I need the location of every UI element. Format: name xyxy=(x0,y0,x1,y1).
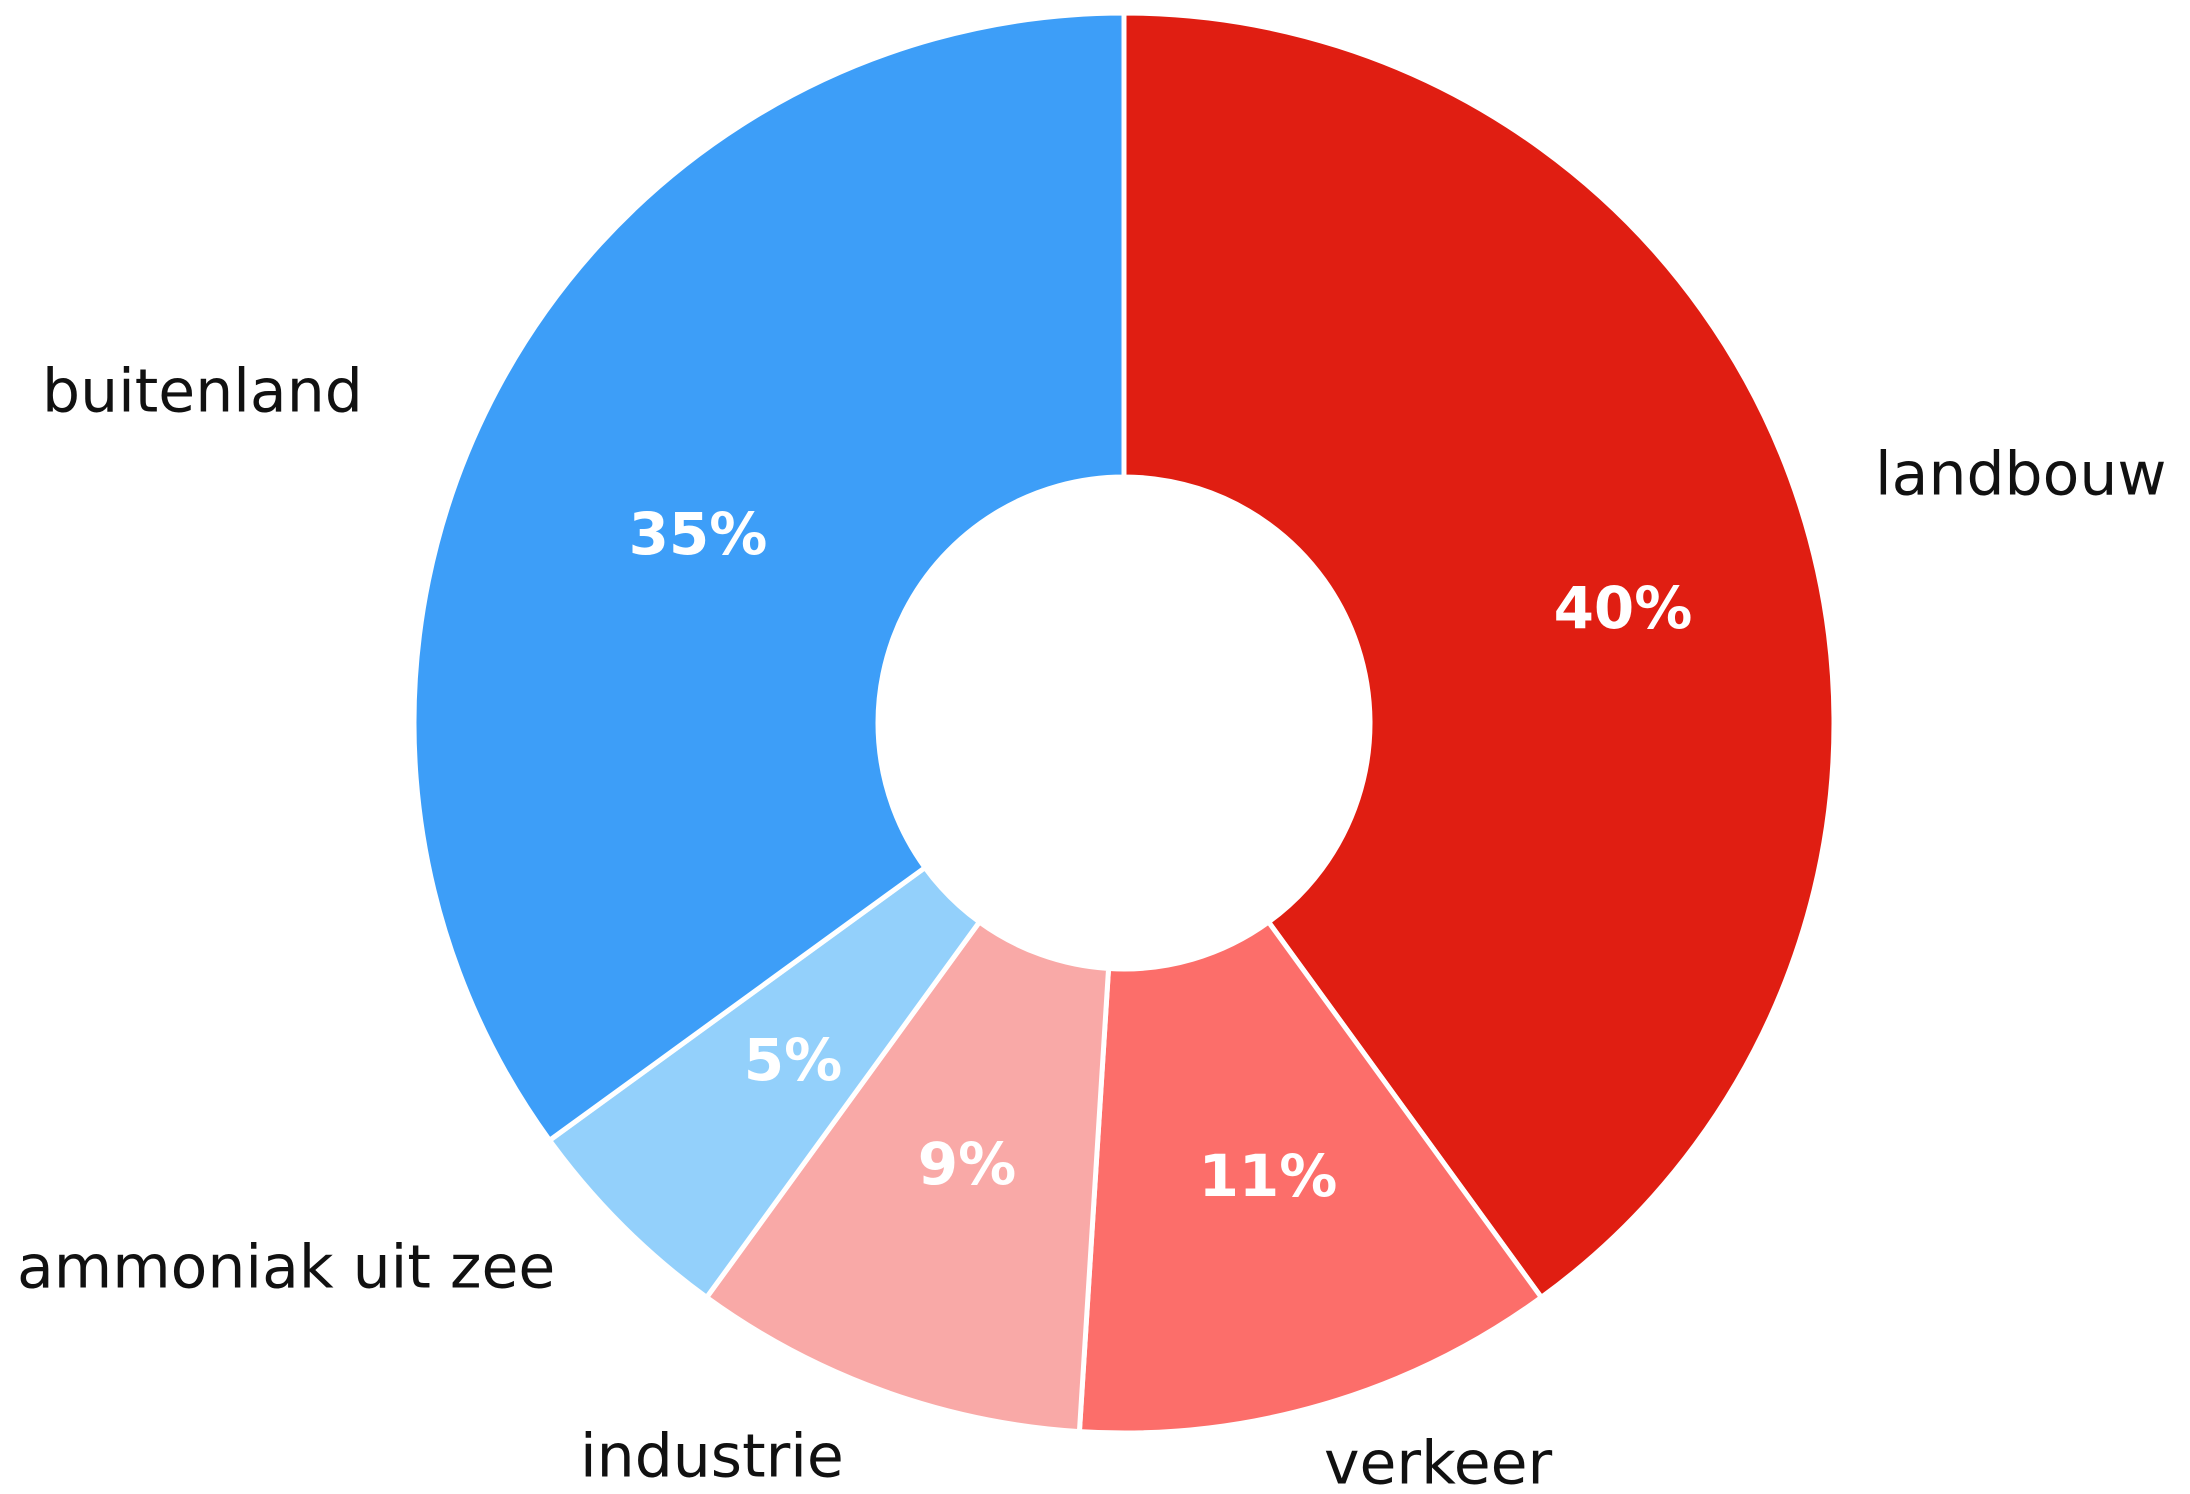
category-label: buitenland xyxy=(42,357,363,427)
slice xyxy=(411,10,1127,1144)
value-label: 35% xyxy=(629,500,768,568)
slice xyxy=(703,918,1112,1435)
slice xyxy=(1121,10,1837,1301)
category-label: landbouw xyxy=(1875,440,2166,510)
value-label: 11% xyxy=(1199,1142,1338,1210)
value-label: 9% xyxy=(918,1130,1016,1198)
value-label: 40% xyxy=(1554,574,1693,642)
slice xyxy=(546,864,983,1301)
category-label: industrie xyxy=(580,1422,844,1492)
category-label: ammoniak uit zee xyxy=(17,1233,555,1303)
slice xyxy=(1076,918,1545,1436)
category-label: verkeer xyxy=(1324,1429,1553,1494)
value-label: 5% xyxy=(744,1026,842,1094)
